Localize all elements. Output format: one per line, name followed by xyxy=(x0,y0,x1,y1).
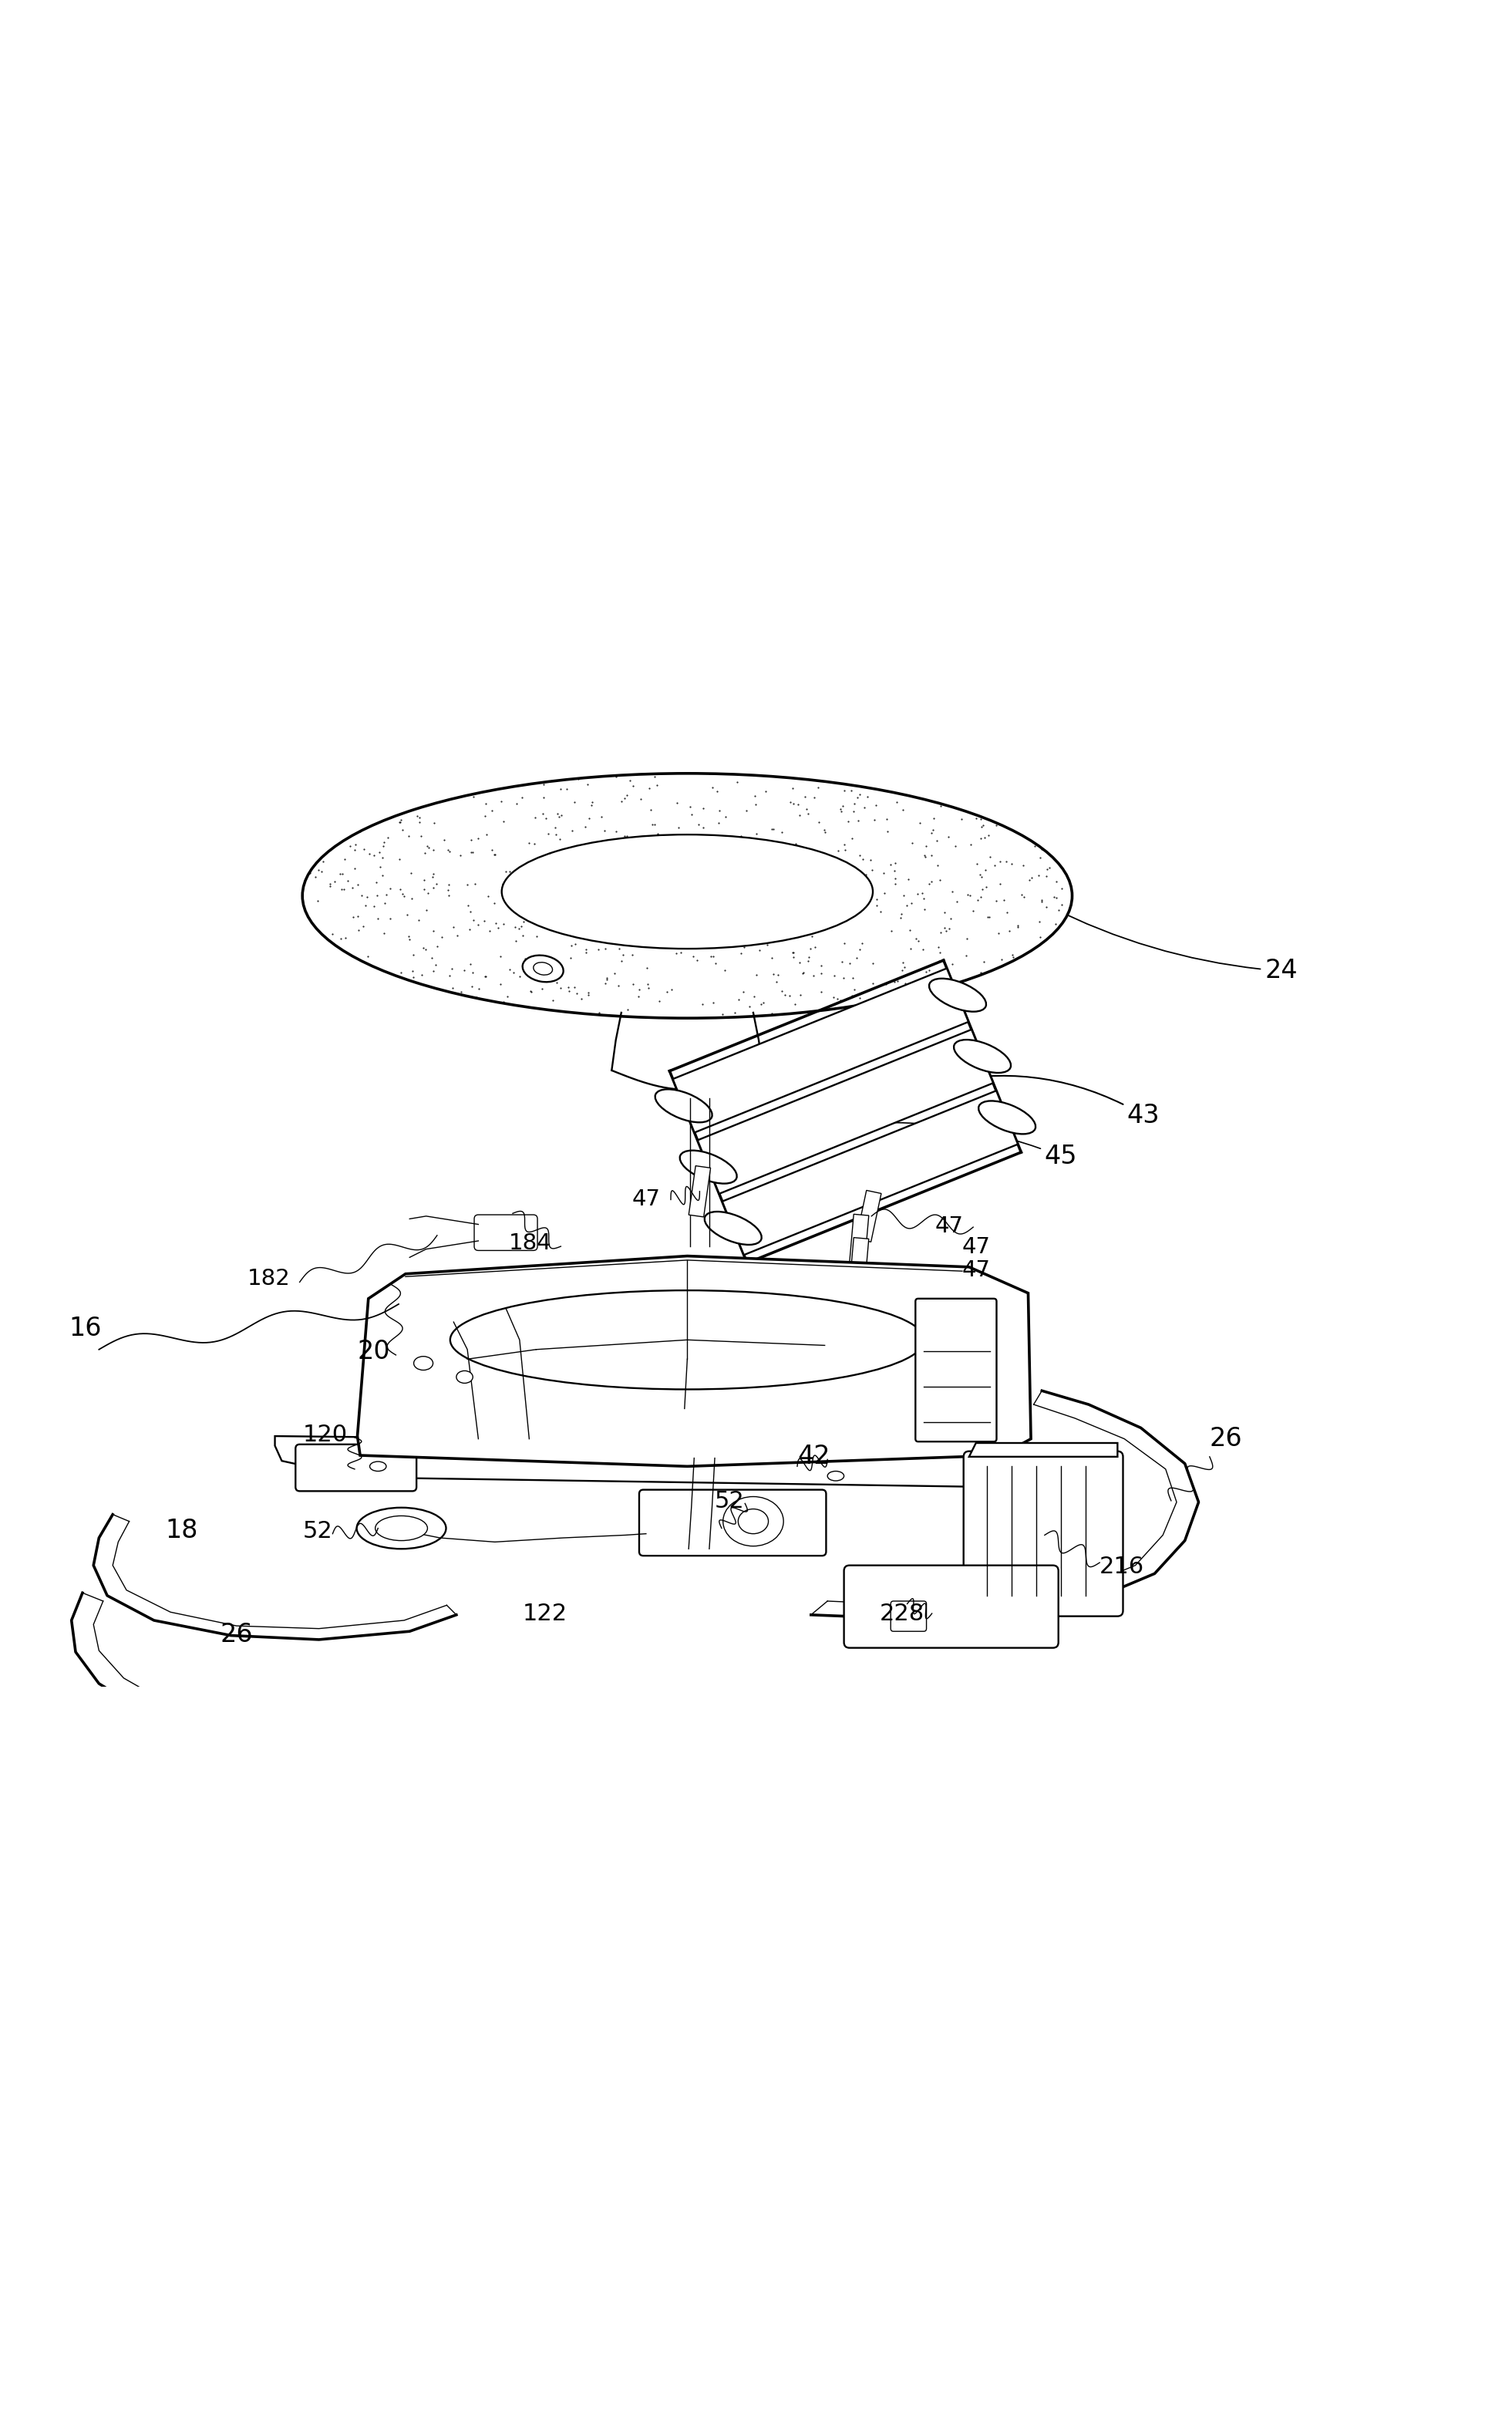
Ellipse shape xyxy=(723,1496,783,1547)
Text: 16: 16 xyxy=(68,1316,101,1340)
Polygon shape xyxy=(856,1190,881,1241)
Text: 20: 20 xyxy=(357,1338,390,1365)
FancyBboxPatch shape xyxy=(295,1445,416,1491)
Ellipse shape xyxy=(705,1212,762,1246)
Ellipse shape xyxy=(523,955,564,982)
Text: 52: 52 xyxy=(302,1520,333,1542)
Ellipse shape xyxy=(827,1471,844,1481)
FancyBboxPatch shape xyxy=(915,1299,996,1442)
Ellipse shape xyxy=(414,1357,432,1370)
Text: 26: 26 xyxy=(219,1622,253,1648)
Ellipse shape xyxy=(928,979,986,1011)
Ellipse shape xyxy=(995,1464,1012,1474)
Text: 42: 42 xyxy=(797,1445,830,1469)
Ellipse shape xyxy=(357,1508,446,1549)
Text: 120: 120 xyxy=(302,1423,348,1447)
Text: 47: 47 xyxy=(632,1188,661,1210)
Ellipse shape xyxy=(534,962,552,974)
FancyBboxPatch shape xyxy=(475,1214,537,1251)
Text: 24: 24 xyxy=(1049,907,1297,984)
Ellipse shape xyxy=(457,1372,473,1384)
Ellipse shape xyxy=(978,1100,1036,1134)
Polygon shape xyxy=(850,1239,869,1287)
Text: 184: 184 xyxy=(508,1231,552,1253)
Polygon shape xyxy=(697,1030,993,1193)
Ellipse shape xyxy=(375,1515,428,1542)
Text: 182: 182 xyxy=(248,1268,290,1290)
Ellipse shape xyxy=(370,1462,386,1471)
Text: 26: 26 xyxy=(1210,1425,1243,1452)
Text: 47: 47 xyxy=(934,1217,963,1236)
FancyBboxPatch shape xyxy=(963,1452,1123,1617)
Polygon shape xyxy=(357,1256,1031,1467)
Ellipse shape xyxy=(738,1510,768,1534)
Text: 43: 43 xyxy=(939,1076,1160,1127)
Ellipse shape xyxy=(302,773,1072,1018)
Polygon shape xyxy=(723,1091,1018,1256)
Polygon shape xyxy=(275,1435,1080,1486)
Polygon shape xyxy=(850,1214,869,1265)
Text: 228: 228 xyxy=(880,1602,925,1624)
Polygon shape xyxy=(688,1166,711,1217)
Ellipse shape xyxy=(680,1151,736,1183)
Text: 47: 47 xyxy=(962,1236,990,1258)
Text: 45: 45 xyxy=(894,1122,1078,1168)
Polygon shape xyxy=(673,967,969,1132)
FancyBboxPatch shape xyxy=(640,1491,826,1556)
FancyBboxPatch shape xyxy=(891,1602,927,1631)
Polygon shape xyxy=(969,1442,1117,1457)
Text: 52: 52 xyxy=(715,1491,744,1513)
FancyBboxPatch shape xyxy=(844,1566,1058,1648)
Text: 47: 47 xyxy=(962,1260,990,1282)
Ellipse shape xyxy=(451,1290,924,1389)
Text: 18: 18 xyxy=(165,1517,198,1544)
Text: 122: 122 xyxy=(522,1602,567,1624)
Ellipse shape xyxy=(502,834,872,948)
Ellipse shape xyxy=(655,1088,712,1122)
Text: 216: 216 xyxy=(1099,1556,1145,1578)
Ellipse shape xyxy=(954,1040,1012,1074)
